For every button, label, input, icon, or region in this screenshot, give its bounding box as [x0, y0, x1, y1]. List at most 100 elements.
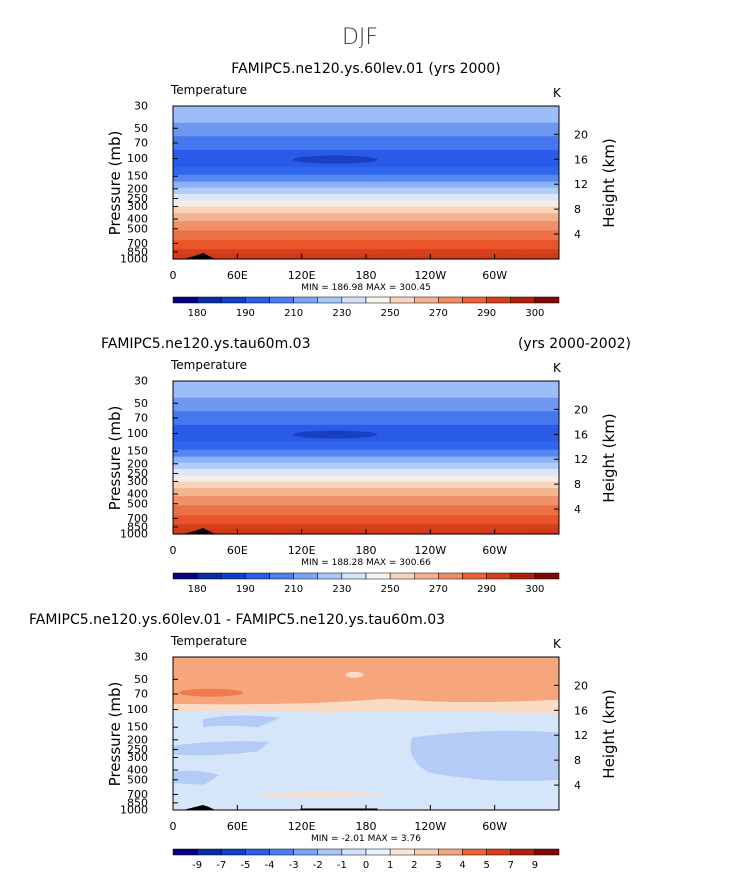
colorbar-label: -9 — [192, 860, 202, 871]
temp-band — [173, 468, 559, 477]
pressure-tick-label: 300 — [127, 475, 148, 488]
height-tick-label: 12 — [574, 729, 588, 742]
temp-band — [173, 230, 559, 241]
height-tick-label: 20 — [574, 679, 588, 692]
colorbar-swatch — [438, 296, 463, 304]
colorbar-label: 4 — [459, 860, 465, 871]
pressure-tick-label: 30 — [134, 375, 148, 388]
lon-tick-label: 180 — [356, 544, 377, 557]
pressure-tick-label: 850 — [127, 520, 148, 533]
pressure-tick-label: 1000 — [120, 528, 148, 541]
height-tick-label: 8 — [574, 754, 581, 767]
colorbar-label: 9 — [532, 860, 538, 871]
pressure-tick-label: 850 — [127, 796, 148, 809]
lon-tick-label: 60E — [227, 544, 248, 557]
pressure-tick-label: 250 — [127, 467, 148, 480]
temp-band — [173, 462, 559, 470]
colorbar-label: 300 — [525, 308, 544, 319]
pressure-tick-label: 700 — [127, 512, 148, 525]
lon-tick-label: 120E — [288, 544, 316, 557]
colorbar-label: 3 — [435, 860, 441, 871]
colorbar-swatch — [269, 572, 294, 580]
colorbar-swatch — [317, 572, 343, 580]
pressure-tick-label: 700 — [127, 788, 148, 801]
panel-model-b: FAMIPC5.ne120.ys.tau60m.03 (yrs 2000-200… — [101, 336, 631, 595]
cold-core-100mb — [292, 155, 378, 164]
pressure-tick-label: 500 — [127, 497, 148, 510]
height-tick-label: 12 — [574, 178, 588, 191]
temp-band — [173, 481, 559, 489]
pressure-tick-label: 300 — [127, 200, 148, 213]
temp-band — [173, 200, 559, 208]
colorbar-label: 270 — [429, 584, 448, 595]
panel-title-a: FAMIPC5.ne120.ys.60lev.01 (yrs 2000) — [231, 61, 500, 77]
lon-tick-label: 180 — [356, 820, 377, 833]
colorbar-label: -5 — [240, 860, 250, 871]
pressure-tick-label: 250 — [127, 743, 148, 756]
colorbar-label: 210 — [284, 584, 303, 595]
colorbar-label: 5 — [483, 860, 489, 871]
pressure-tick-label: 400 — [127, 213, 148, 226]
colorbar-swatch — [414, 296, 439, 304]
colorbar-swatch — [196, 572, 222, 580]
colorbar-label: 250 — [381, 584, 400, 595]
page-title: DJF — [342, 25, 378, 50]
pressure-axis-label-a: Pressure (mb) — [106, 131, 124, 236]
stats-b: MIN = 188.28 MAX = 300.66 — [301, 558, 431, 568]
pressure-tick-label: 70 — [134, 411, 148, 424]
colorbar-swatch — [462, 296, 487, 304]
colorbar-swatch — [293, 572, 318, 580]
colorbar-label: 190 — [236, 584, 255, 595]
temp-band — [173, 106, 559, 124]
colorbar-swatch — [486, 572, 511, 580]
colorbar-label: 230 — [332, 584, 351, 595]
colorbar-swatch — [486, 296, 511, 304]
units-label-a: K — [553, 86, 562, 100]
colorbar-swatch — [245, 296, 270, 304]
pressure-tick-label: 100 — [127, 703, 148, 716]
height-tick-label: 4 — [574, 779, 581, 792]
colorbar-swatch — [510, 848, 536, 856]
terrain-antarctica — [183, 253, 215, 259]
colorbar-label: 210 — [284, 308, 303, 319]
pressure-tick-label: 50 — [134, 673, 148, 686]
temp-band — [173, 136, 559, 151]
temp-band — [173, 240, 559, 250]
colorbar-swatch — [462, 572, 487, 580]
temp-band — [173, 181, 559, 189]
colorbar-swatch — [293, 848, 318, 856]
stats-diff: MIN = -2.01 MAX = 3.76 — [311, 834, 421, 844]
diff-warm-low — [257, 792, 386, 797]
colorbar-diff: -9 -7 -5 -4 -3 -2 -1 0 1 2 3 4 5 7 9 — [172, 848, 560, 871]
temp-band — [173, 449, 559, 458]
temp-band — [173, 174, 559, 183]
temp-band — [173, 166, 559, 176]
pressure-tick-label: 500 — [127, 773, 148, 786]
height-tick-label: 16 — [574, 704, 588, 717]
colorbar-swatch — [534, 572, 560, 580]
colorbar-swatch — [365, 848, 391, 856]
colorbar-swatch — [196, 848, 222, 856]
units-label-b: K — [553, 361, 562, 375]
pressure-tick-label: 300 — [127, 751, 148, 764]
pressure-tick-label: 50 — [134, 122, 148, 135]
colorbar-swatch — [486, 848, 511, 856]
lon-tick-label: 120E — [288, 820, 316, 833]
lon-tick-label: 120W — [414, 269, 446, 282]
lon-tick-label: 0 — [170, 820, 177, 833]
diff-cool-1 — [203, 715, 282, 728]
colorbar-swatch — [389, 572, 415, 580]
colorbar-swatch — [389, 296, 415, 304]
pressure-tick-label: 700 — [127, 237, 148, 250]
pressure-tick-label: 70 — [134, 687, 148, 700]
pressure-tick-label: 200 — [127, 457, 148, 470]
colorbar-label: 190 — [236, 308, 255, 319]
temp-band — [173, 187, 559, 195]
colorbar-label: 180 — [188, 584, 207, 595]
height-axis-label-diff: Height (km) — [600, 689, 618, 778]
temp-band — [173, 381, 559, 399]
field-label-b: Temperature — [170, 358, 247, 372]
colorbar-label: -7 — [216, 860, 226, 871]
temp-band — [173, 221, 559, 232]
height-tick-label: 12 — [574, 453, 588, 466]
